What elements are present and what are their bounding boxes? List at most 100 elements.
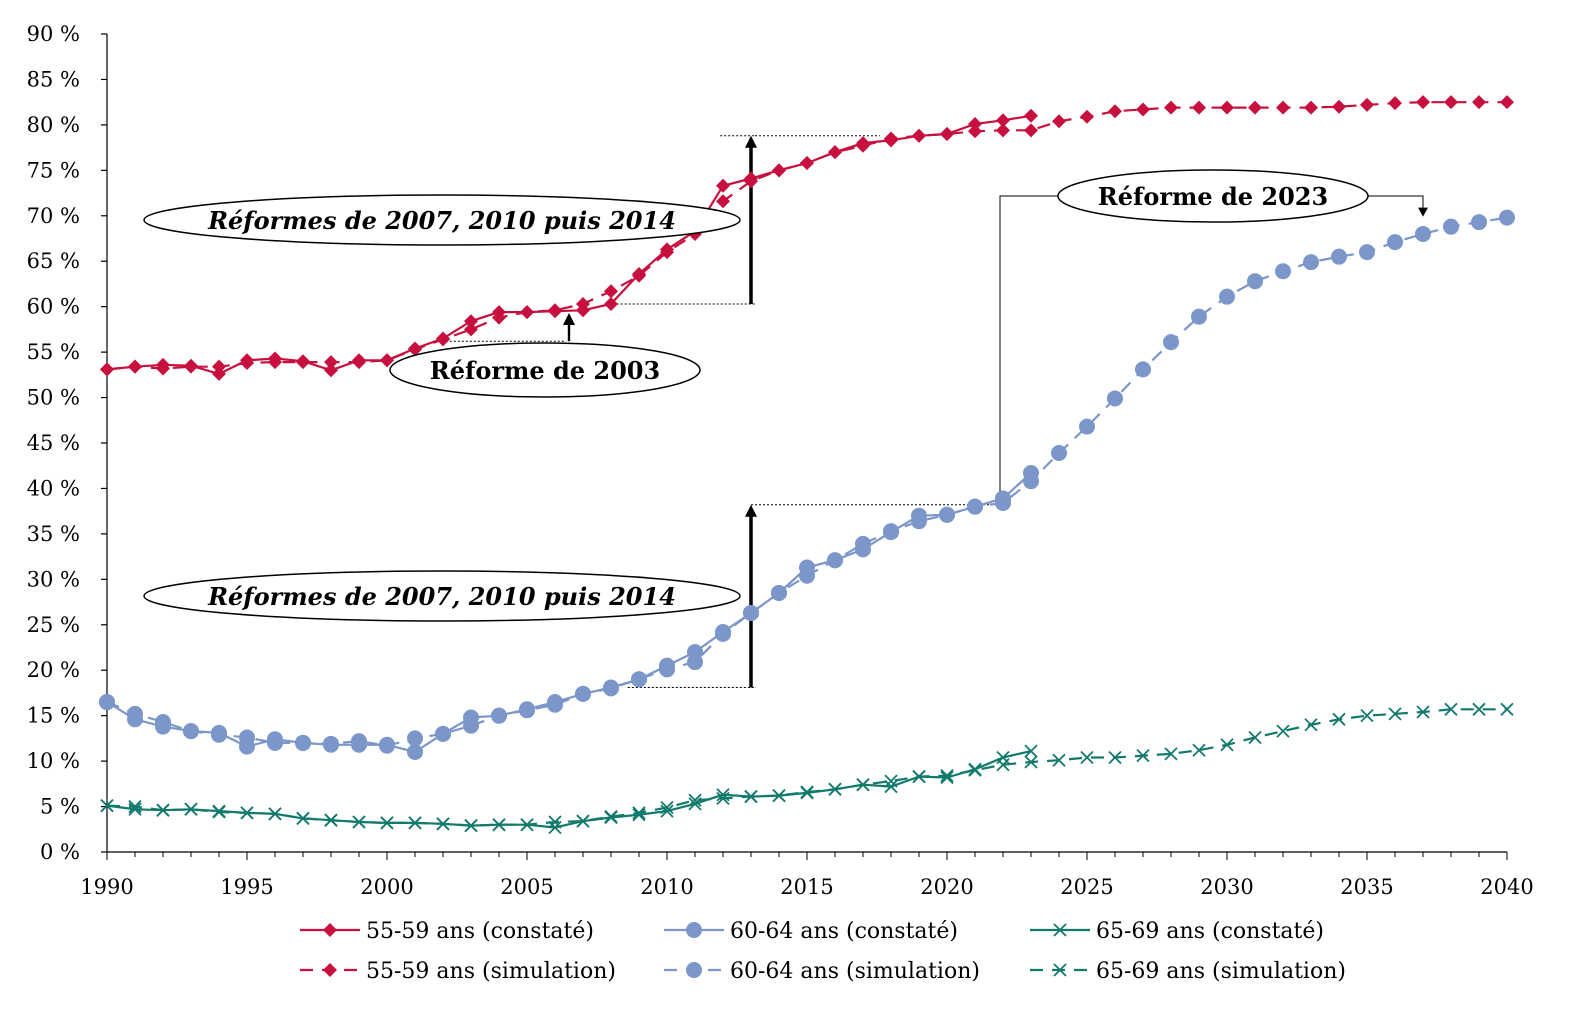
x-tick-label: 2040	[1480, 875, 1533, 899]
data-point	[239, 738, 255, 755]
data-point	[660, 242, 674, 257]
data-point	[380, 816, 394, 830]
data-point	[660, 804, 674, 818]
data-point	[1276, 100, 1290, 115]
data-point	[128, 359, 142, 374]
series-line	[106, 216, 1508, 747]
data-point	[1135, 361, 1151, 378]
data-point	[1023, 464, 1039, 481]
data-point	[883, 524, 899, 541]
x-tick-label: 2005	[500, 875, 553, 899]
x-tick-label: 2020	[920, 875, 973, 899]
series-65-69-ans-simulation-	[100, 702, 1514, 833]
legend-marker	[1053, 923, 1067, 937]
data-point	[1248, 730, 1262, 745]
data-point	[99, 694, 115, 711]
series-layer	[99, 95, 1515, 835]
data-point	[1220, 100, 1234, 115]
data-point	[1191, 308, 1207, 325]
data-point	[323, 736, 339, 753]
data-point	[995, 490, 1011, 507]
data-point	[940, 770, 954, 785]
data-point	[1108, 104, 1122, 119]
data-point	[855, 541, 871, 558]
data-point	[1024, 123, 1038, 138]
data-point	[940, 769, 954, 783]
data-point	[1416, 95, 1430, 110]
y-tick-label: 45 %	[27, 431, 80, 455]
data-point	[828, 145, 842, 160]
data-point	[1471, 214, 1487, 231]
annotation-reform-2003: Réforme de 2003	[389, 342, 701, 398]
y-tick-label: 65 %	[27, 249, 80, 273]
data-point	[268, 351, 282, 366]
annotation-reform-2007-top: Réformes de 2007, 2010 puis 2014	[143, 194, 741, 246]
data-point	[267, 731, 283, 748]
data-point	[296, 354, 310, 369]
y-tick-label: 90 %	[27, 22, 80, 46]
data-point	[1332, 99, 1346, 114]
data-point	[128, 802, 142, 816]
data-point	[548, 304, 562, 319]
arrow-2003-head	[563, 313, 575, 326]
data-point	[127, 711, 143, 728]
data-point	[940, 126, 954, 141]
data-point	[1388, 707, 1402, 721]
annotation-reform-2007-bottom: Réformes de 2007, 2010 puis 2014	[143, 570, 741, 622]
data-point	[967, 498, 983, 515]
data-point	[744, 789, 758, 804]
legend-marker	[323, 923, 337, 937]
annotation-guides	[445, 135, 1428, 688]
data-point	[1192, 743, 1206, 757]
annotation-reform-2007-top-label: Réformes de 2007, 2010 puis 2014	[207, 206, 676, 235]
x-tick-label: 1995	[220, 875, 273, 899]
data-point	[604, 296, 618, 311]
data-point	[604, 284, 618, 299]
data-point	[548, 820, 562, 835]
legend-item: 60-64 ans (constaté)	[664, 919, 958, 944]
data-point	[324, 813, 338, 827]
data-point	[1444, 95, 1458, 110]
connector-2023-left	[999, 195, 1058, 493]
data-point	[184, 802, 198, 816]
data-point	[1500, 702, 1514, 716]
data-point	[771, 584, 787, 601]
series-65-69-ans-constat-	[100, 744, 1038, 835]
data-point	[1079, 418, 1095, 435]
y-tick-label: 40 %	[27, 476, 80, 500]
legend-item: 55-59 ans (simulation)	[300, 959, 616, 984]
y-tick-label: 20 %	[27, 658, 80, 682]
data-point	[1219, 288, 1235, 305]
data-point	[324, 355, 338, 370]
data-point	[1052, 114, 1066, 129]
data-point	[352, 815, 366, 829]
data-point	[183, 723, 199, 740]
data-point	[632, 806, 646, 820]
data-point	[379, 736, 395, 753]
data-point	[799, 559, 815, 576]
data-point	[716, 788, 730, 802]
data-point	[996, 750, 1010, 765]
series-line	[106, 750, 1032, 829]
data-point	[1108, 750, 1122, 765]
data-point	[939, 506, 955, 523]
data-point	[1360, 97, 1374, 112]
data-point	[1220, 738, 1234, 752]
data-point	[520, 818, 534, 832]
data-point	[659, 657, 675, 674]
data-point	[1248, 100, 1262, 115]
data-point	[1303, 254, 1319, 271]
data-point	[491, 707, 507, 724]
y-tick-label: 30 %	[27, 567, 80, 591]
data-point	[547, 694, 563, 711]
data-point	[408, 816, 422, 830]
data-point	[324, 363, 338, 378]
data-point	[968, 116, 982, 131]
data-point	[1051, 444, 1067, 461]
y-tick-label: 35 %	[27, 522, 80, 546]
data-point	[996, 123, 1010, 138]
series-55-59-ans-constat-	[100, 108, 1038, 381]
data-point	[744, 171, 758, 186]
data-point	[604, 810, 618, 825]
